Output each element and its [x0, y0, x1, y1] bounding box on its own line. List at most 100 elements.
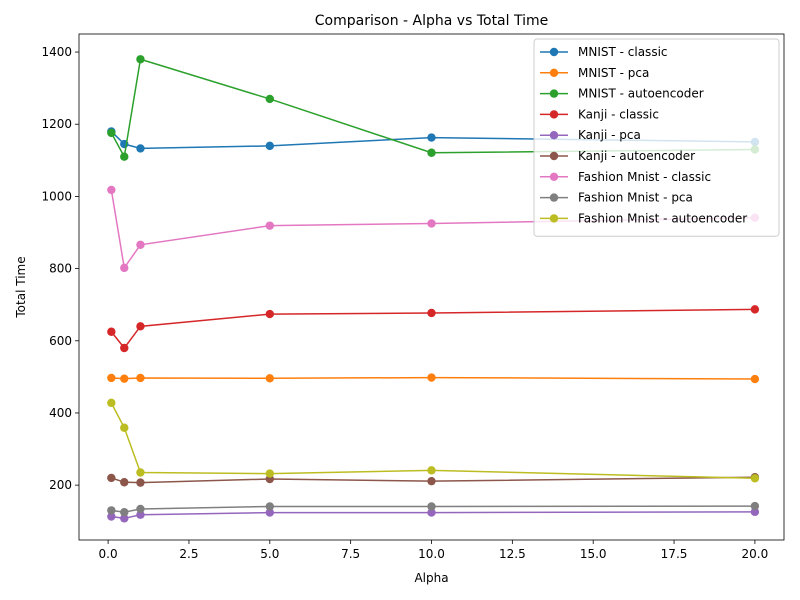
series-3: [107, 305, 760, 353]
y-axis: 200 400 600 800 1000 1200 1400: [41, 45, 79, 492]
legend: MNIST - classic MNIST - pca MNIST - autoen…: [533, 38, 780, 237]
legend-label: MNIST - pca: [578, 66, 649, 80]
data-point: [750, 305, 760, 314]
data-point: [265, 469, 275, 478]
data-point: [427, 508, 436, 517]
data-point: [136, 468, 145, 477]
data-point: [265, 221, 275, 230]
data-point: [136, 55, 145, 64]
y-tick-label: 600: [49, 334, 72, 348]
data-point: [107, 398, 116, 408]
legend-marker: [549, 68, 559, 78]
x-tick-label: 0.0: [99, 547, 118, 561]
plot-frame: [78, 33, 785, 541]
data-point: [136, 373, 145, 383]
chart-title: Comparison - Alpha vs Total Time: [315, 13, 548, 29]
data-point: [427, 219, 436, 228]
x-tick-label: 12.5: [499, 547, 526, 561]
legend-label: Kanji - classic: [578, 107, 659, 121]
data-point: [107, 327, 116, 336]
x-tick-label: 2.5: [179, 547, 198, 561]
data-point: [107, 128, 116, 138]
legend-item: Fashion Mnist - pca: [540, 191, 693, 205]
data-point: [107, 185, 116, 195]
data-point: [427, 308, 436, 318]
series-line: [110, 189, 755, 270]
legend-label: Fashion Mnist - pca: [578, 191, 693, 205]
data-point: [265, 309, 275, 319]
legend-item: MNIST - autoencoder: [540, 87, 704, 101]
legend-marker: [549, 47, 559, 57]
data-point: [120, 514, 129, 523]
legend-label: MNIST - autoencoder: [578, 87, 704, 101]
data-point: [107, 473, 116, 483]
y-tick-label: 200: [49, 478, 72, 492]
y-tick-label: 1200: [41, 117, 72, 131]
data-point: [265, 502, 275, 511]
legend-frame: [533, 38, 780, 237]
legend-label: Fashion Mnist - classic: [578, 170, 711, 184]
series-line: [110, 58, 755, 159]
data-point: [136, 240, 145, 249]
legend-label: Kanji - autoencoder: [578, 149, 695, 163]
data-point: [120, 374, 129, 383]
data-point: [120, 508, 129, 517]
legend-marker: [549, 214, 559, 223]
legend-item: Kanji - classic: [540, 107, 659, 121]
series-7: [107, 501, 760, 517]
data-point: [136, 510, 145, 519]
series-4: [107, 507, 760, 523]
legend-marker: [549, 151, 559, 161]
legend-marker: [549, 131, 559, 140]
data-point: [427, 133, 436, 142]
legend-item: Fashion Mnist - autoencoder: [540, 211, 747, 225]
series-line: [110, 402, 755, 480]
data-point: [427, 466, 436, 475]
data-point: [136, 478, 145, 487]
x-tick-label: 10.0: [418, 547, 445, 561]
data-point: [120, 478, 129, 487]
y-tick-label: 400: [49, 406, 72, 420]
legend-marker: [549, 193, 559, 202]
legend-label: Kanji - pca: [578, 128, 641, 142]
legend-label: Fashion Mnist - autoencoder: [578, 211, 747, 225]
data-point: [427, 148, 436, 157]
data-point: [136, 322, 145, 331]
data-point: [265, 508, 275, 517]
data-point: [427, 373, 436, 382]
legend-marker: [549, 172, 559, 181]
data-point: [120, 423, 129, 432]
legend-item: Kanji - pca: [540, 128, 641, 142]
legend-item: Kanji - autoencoder: [540, 149, 695, 163]
series-8: [107, 398, 760, 483]
legend-item: Fashion Mnist - classic: [540, 170, 711, 184]
y-axis-label: Total Time: [14, 256, 28, 318]
data-point: [107, 506, 116, 515]
data-point: [427, 502, 436, 511]
data-point: [107, 373, 116, 383]
x-tick-label: 15.0: [580, 547, 607, 561]
y-tick-label: 1400: [41, 45, 72, 59]
data-point: [750, 501, 760, 511]
y-tick-label: 1000: [41, 189, 72, 203]
legend-marker: [549, 89, 559, 98]
x-tick-label: 5.0: [260, 547, 279, 561]
data-point: [750, 507, 760, 517]
data-point: [750, 474, 760, 483]
legend-marker: [549, 110, 559, 119]
series-1: [107, 373, 760, 384]
data-point: [265, 374, 275, 383]
data-point: [107, 512, 116, 521]
data-point: [265, 141, 275, 151]
x-axis-label: Alpha: [414, 571, 448, 585]
y-tick-label: 800: [49, 262, 72, 276]
data-point: [120, 152, 129, 161]
data-point: [120, 343, 129, 353]
data-point: [120, 263, 129, 273]
data-point: [750, 374, 760, 384]
data-point: [136, 144, 145, 153]
data-point: [265, 94, 275, 104]
x-tick-label: 20.0: [742, 547, 769, 561]
legend-item: MNIST - classic: [540, 45, 668, 59]
